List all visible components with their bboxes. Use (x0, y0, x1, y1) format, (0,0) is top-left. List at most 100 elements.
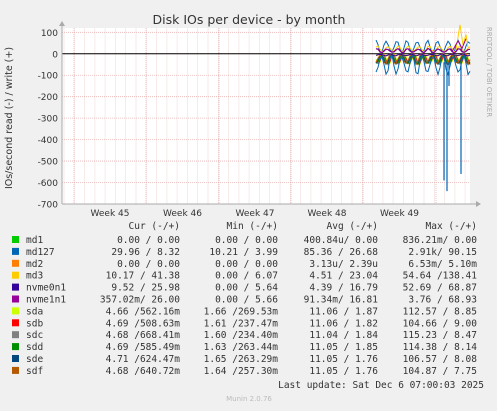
legend-cur-sdd: 4.69 /585.49m (106, 342, 181, 353)
legend-name-nvme1n1: nvme1n1 (26, 295, 66, 306)
legend-min-sde: 1.65 /263.29m (204, 354, 279, 365)
legend-swatch-sda (12, 307, 19, 315)
legend-name-md1: md1 (26, 235, 43, 246)
legend-cur-nvme0n1: 9.52 / 25.98 (111, 283, 180, 294)
legend-cur-md127: 29.96 / 8.32 (111, 247, 180, 258)
legend-name-nvme0n1: nvme0n1 (26, 283, 66, 294)
series-line-nvme1n1 (375, 47, 471, 54)
y-tick-label: -400 (38, 136, 59, 146)
legend-name-sdb: sdb (26, 318, 43, 329)
y-tick-label: -700 (38, 201, 59, 211)
footer: Munin 2.0.76 (226, 395, 272, 403)
legend-cur-sdc: 4.68 /668.41m (106, 330, 181, 341)
legend-cur-sde: 4.71 /624.47m (106, 354, 181, 365)
y-tick-label: -500 (38, 158, 59, 168)
legend-name-md3: md3 (26, 271, 43, 282)
y-axis-arrow (59, 21, 65, 26)
x-tick-label: Week 47 (236, 209, 275, 219)
legend-cur-nvme1n1: 357.02m/ 26.00 (100, 295, 180, 306)
legend-name-md127: md127 (26, 247, 55, 258)
legend-min-sdd: 1.63 /263.44m (204, 342, 279, 353)
legend-swatch-sdb (12, 319, 19, 327)
y-tick-label: -600 (38, 179, 59, 189)
legend-max-sda: 112.57 / 8.85 (403, 306, 477, 317)
legend-max-md3: 54.64 /138.41 (403, 271, 478, 282)
axes: 100 0 -100 -200 -300 -400 -500 -600 -700 Week 45 W… (38, 21, 481, 219)
legend-swatch-sdc (12, 331, 19, 339)
legend-min-sdb: 1.61 /237.47m (204, 318, 279, 329)
legend-name-sda: sda (26, 306, 43, 317)
legend-min-nvme1n1: 0.00 / 5.66 (215, 295, 278, 306)
legend-swatch-sdd (12, 343, 19, 351)
legend-max-sdd: 114.38 / 8.14 (403, 342, 478, 353)
plot-area (62, 28, 470, 204)
legend-min-md2: 0.00 / 0.00 (215, 259, 278, 270)
y-tick-label: -300 (38, 115, 59, 125)
legend-max-md127: 2.91k/ 90.15 (408, 247, 477, 258)
legend-header-max: Max (-/+) (426, 221, 477, 232)
legend-swatch-sdf (12, 366, 19, 374)
chart-title: Disk IOs per device - by month (153, 12, 346, 27)
series-line-md127-read (375, 53, 471, 77)
legend-cur-sda: 4.66 /562.16m (106, 306, 181, 317)
legend-swatch-md1 (12, 236, 19, 243)
legend-avg-md127: 85.36 / 26.68 (304, 247, 379, 258)
legend-avg-nvme0n1: 4.39 / 16.79 (309, 283, 378, 294)
legend-name-sdf: sdf (26, 366, 43, 377)
legend-min-nvme0n1: 0.00 / 5.64 (215, 283, 278, 294)
series-spike-nvme1n1 (451, 38, 467, 52)
legend-min-sda: 1.66 /269.53m (204, 306, 279, 317)
grid (62, 28, 470, 205)
legend-max-md1: 836.21m/ 0.00 (403, 235, 478, 246)
legend-min-sdf: 1.64 /257.30m (204, 366, 279, 377)
legend-avg-md1: 400.84u/ 0.00 (304, 235, 379, 246)
legend-header-cur: Cur (-/+) (129, 221, 180, 232)
legend-min-md127: 10.21 / 3.99 (209, 247, 278, 258)
legend-min-sdc: 1.60 /234.40m (204, 330, 279, 341)
legend-avg-md3: 4.51 / 23.04 (309, 271, 378, 282)
legend-avg-sdb: 11.06 / 1.82 (309, 318, 378, 329)
legend-max-sdb: 104.66 / 9.00 (403, 318, 478, 329)
y-tick-label: 0 (52, 50, 58, 60)
legend-avg-md2: 3.13u/ 2.39u (309, 259, 378, 270)
legend-name-sdc: sdc (26, 330, 43, 341)
x-tick-label: Week 45 (91, 209, 130, 219)
legend-swatch-md3 (12, 271, 19, 279)
x-tick-label: Week 48 (308, 209, 347, 219)
legend-cur-sdf: 4.68 /640.72m (106, 366, 181, 377)
legend-max-sdc: 115.23 / 8.47 (403, 330, 477, 341)
legend-swatch-nvme0n1 (12, 283, 19, 291)
legend-cur-md3: 10.17 / 41.38 (106, 271, 181, 282)
last-update: Last update: Sat Dec 6 07:00:03 2025 (278, 380, 484, 391)
series-line-nvme0n1-read (375, 53, 471, 57)
legend-avg-nvme1n1: 91.34m/ 16.81 (304, 295, 379, 306)
y-tick-label: -200 (38, 93, 59, 103)
legend-max-sde: 106.57 / 8.08 (403, 354, 478, 365)
legend-swatch-md127 (12, 247, 19, 255)
legend-name-sdd: sdd (26, 342, 43, 353)
legend-min-md3: 0.00 / 6.07 (215, 271, 278, 282)
legend-swatch-md2 (12, 259, 19, 267)
legend-swatch-nvme1n1 (12, 295, 19, 303)
x-tick-label: Week 49 (380, 209, 419, 219)
legend-max-nvme0n1: 52.69 / 68.87 (403, 283, 477, 294)
legend-avg-sdf: 11.05 / 1.76 (309, 366, 378, 377)
legend-name-md2: md2 (26, 259, 43, 270)
series-line-md3 (375, 45, 471, 53)
y-tick-label: 100 (41, 29, 58, 39)
legend-min-md1: 0.00 / 0.00 (215, 235, 278, 246)
legend-avg-sdd: 11.05 / 1.85 (309, 342, 378, 353)
y-axis-label: IOs/second read (-) / write (+) (4, 47, 15, 189)
x-axis-arrow (476, 201, 481, 207)
legend-avg-sde: 11.05 / 1.76 (309, 354, 378, 365)
legend-swatch-sde (12, 355, 19, 362)
y-tick-label: -100 (38, 72, 59, 82)
x-tick-label: Week 46 (163, 209, 202, 219)
legend-avg-sdc: 11.04 / 1.84 (309, 330, 378, 341)
legend-name-sde: sde (26, 354, 43, 365)
legend-avg-sda: 11.06 / 1.87 (309, 306, 378, 317)
legend-cur-md1: 0.00 / 0.00 (117, 235, 180, 246)
legend-max-sdf: 104.87 / 7.75 (403, 366, 477, 377)
